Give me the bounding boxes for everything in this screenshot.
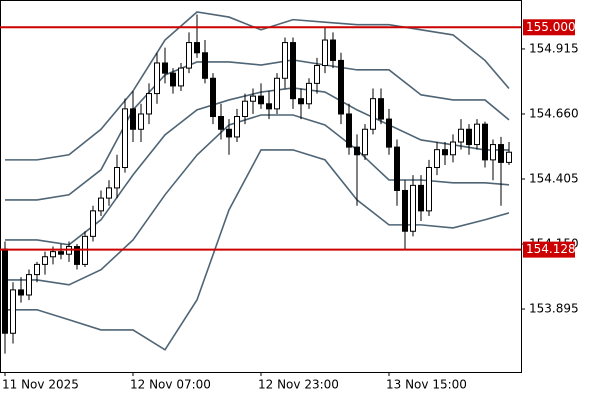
candle-body xyxy=(234,116,240,138)
candle-body xyxy=(442,149,448,156)
candle-body xyxy=(130,108,136,130)
candle-body xyxy=(298,98,304,105)
candle-body xyxy=(306,82,312,105)
candle-body xyxy=(2,248,8,334)
candle-body xyxy=(330,39,336,61)
candle-body xyxy=(154,62,160,95)
candle-body xyxy=(474,123,480,146)
candle-body xyxy=(258,95,264,105)
candle-body xyxy=(410,184,416,232)
candle-body xyxy=(162,62,168,74)
candle-body xyxy=(194,42,200,54)
y-tick-label: 154.660 xyxy=(529,106,579,120)
candle-body xyxy=(434,149,440,169)
candle-body xyxy=(218,116,224,130)
candle-body xyxy=(138,113,144,130)
candle-body xyxy=(106,187,112,199)
candle-body xyxy=(50,251,56,258)
y-tick-label: 154.915 xyxy=(529,41,579,55)
candle-body xyxy=(202,52,208,79)
candle-body xyxy=(362,128,368,156)
band-line xyxy=(5,149,510,351)
level-label: 154.128 xyxy=(526,242,576,256)
candle-body xyxy=(250,95,256,102)
level-label-box xyxy=(523,241,575,258)
candle-body xyxy=(370,98,376,130)
candle-body xyxy=(482,123,488,161)
candle-body xyxy=(42,256,48,265)
candle-body xyxy=(34,263,40,276)
candle-body xyxy=(394,146,400,191)
y-tick-label: 154.405 xyxy=(529,171,579,185)
x-tick-label: 13 Nov 15:00 xyxy=(386,378,467,392)
candle-body xyxy=(10,289,16,334)
candle-body xyxy=(170,72,176,87)
band-line xyxy=(5,11,510,161)
candle-body xyxy=(114,167,120,189)
candle-body xyxy=(378,98,384,120)
candle-body xyxy=(354,146,360,156)
y-tick-label: 153.895 xyxy=(529,302,579,316)
plot-frame xyxy=(0,0,522,373)
candle-body xyxy=(274,77,280,110)
level-label-box xyxy=(523,19,575,36)
candle-body xyxy=(338,59,344,115)
candle-body xyxy=(314,65,320,84)
candle-body xyxy=(426,167,432,212)
level-label: 155.000 xyxy=(526,20,576,34)
x-tick-label: 11 Nov 2025 xyxy=(2,378,79,392)
candle-body xyxy=(346,113,352,148)
candle-body xyxy=(506,151,512,163)
candle-body xyxy=(282,42,288,79)
candle-body xyxy=(322,39,328,67)
candle-body xyxy=(146,93,152,115)
candle-body xyxy=(226,128,232,138)
candle-body xyxy=(402,189,408,232)
x-tick-label: 12 Nov 23:00 xyxy=(258,378,339,392)
candle-body xyxy=(98,197,104,212)
candle-body xyxy=(466,128,472,146)
candle-body xyxy=(498,144,504,163)
candle-body xyxy=(26,274,32,296)
candle-body xyxy=(186,42,192,69)
candle-body xyxy=(90,210,96,237)
candle-body xyxy=(290,42,296,100)
candle-body xyxy=(242,100,248,118)
x-tick-label: 12 Nov 07:00 xyxy=(130,378,211,392)
candle-body xyxy=(122,108,128,169)
candle-body xyxy=(418,184,424,212)
candle-body xyxy=(450,141,456,156)
candle-body xyxy=(18,289,24,296)
candle-body xyxy=(210,77,216,118)
candle-body xyxy=(74,246,80,265)
candle-body xyxy=(458,128,464,143)
candle-body xyxy=(266,103,272,110)
candle-body xyxy=(178,67,184,87)
band-line xyxy=(5,59,510,201)
candle-body xyxy=(58,251,64,255)
candle-body xyxy=(490,144,496,161)
candle-body xyxy=(386,118,392,148)
